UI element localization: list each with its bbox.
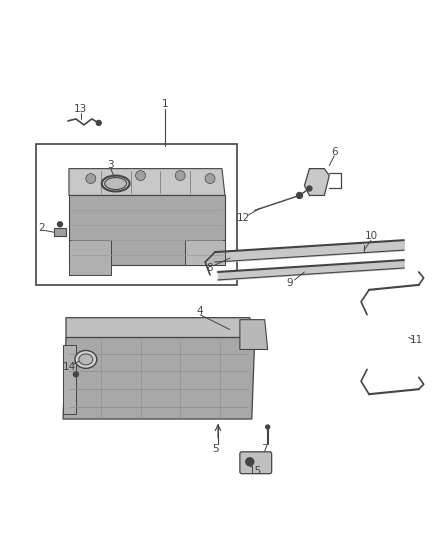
Polygon shape <box>240 320 268 350</box>
FancyBboxPatch shape <box>240 452 272 474</box>
Polygon shape <box>63 337 255 419</box>
Polygon shape <box>185 240 225 265</box>
Text: 1: 1 <box>162 99 169 109</box>
Text: 13: 13 <box>74 104 88 114</box>
Polygon shape <box>63 344 76 414</box>
Ellipse shape <box>79 354 93 365</box>
Text: 6: 6 <box>331 147 338 157</box>
Text: 9: 9 <box>286 278 293 288</box>
Circle shape <box>307 186 312 191</box>
Text: 14: 14 <box>62 362 76 373</box>
Polygon shape <box>69 168 225 196</box>
Circle shape <box>57 222 63 227</box>
Text: 15: 15 <box>249 466 262 475</box>
Circle shape <box>297 192 303 198</box>
Ellipse shape <box>105 177 127 190</box>
Circle shape <box>96 120 101 125</box>
Bar <box>54 228 66 236</box>
Polygon shape <box>69 196 225 265</box>
Circle shape <box>266 425 270 429</box>
Circle shape <box>86 174 96 183</box>
Bar <box>36 144 237 285</box>
Ellipse shape <box>75 351 97 368</box>
Polygon shape <box>304 168 329 196</box>
Circle shape <box>205 174 215 183</box>
Circle shape <box>135 171 145 181</box>
Circle shape <box>175 171 185 181</box>
Text: 11: 11 <box>410 335 424 344</box>
Text: 2: 2 <box>38 223 44 233</box>
Text: 7: 7 <box>261 444 268 454</box>
Polygon shape <box>66 318 255 337</box>
Text: 10: 10 <box>364 231 378 241</box>
Circle shape <box>246 458 254 466</box>
Text: 12: 12 <box>237 213 251 223</box>
Text: 3: 3 <box>107 160 114 169</box>
Text: 8: 8 <box>207 263 213 273</box>
Polygon shape <box>69 240 111 275</box>
Text: 5: 5 <box>212 444 218 454</box>
Circle shape <box>74 372 78 377</box>
Text: 4: 4 <box>197 306 203 316</box>
